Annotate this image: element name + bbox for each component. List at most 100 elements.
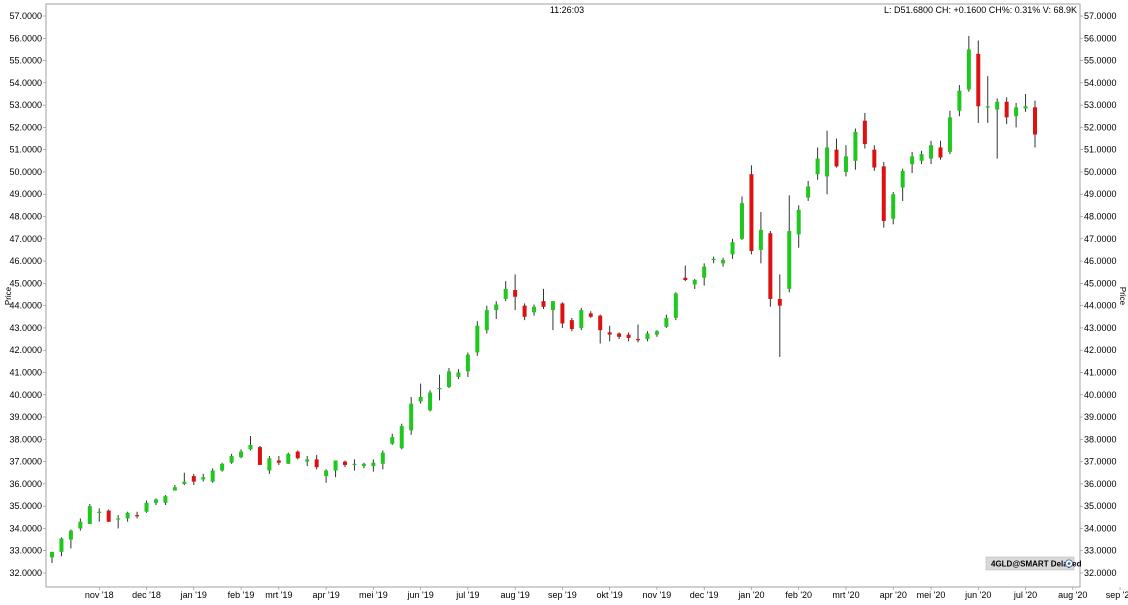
candle-body-up <box>1023 106 1028 109</box>
candle-body-up <box>361 463 366 467</box>
candle-body-up <box>380 452 385 464</box>
x-tick-label: apr '20 <box>880 590 907 600</box>
x-tick-label: feb '20 <box>785 590 812 600</box>
candle <box>995 98 1000 159</box>
candle-body-up <box>730 242 735 255</box>
header-quote: L: D51.6800 CH: +0.1600 CH%: 0.31% V: 68… <box>884 5 1077 15</box>
left-tick-label: 48.0000 <box>9 212 42 222</box>
candle-body-up <box>78 521 83 529</box>
left-tick-label: 40.0000 <box>9 390 42 400</box>
candle-body-up <box>673 293 678 318</box>
candle <box>598 314 603 344</box>
candle-body-up <box>50 551 54 558</box>
candle <box>541 288 546 309</box>
candle-body-up <box>286 453 291 464</box>
candle-body-up <box>787 231 792 289</box>
candle-body-up <box>825 147 830 177</box>
candle-body-up <box>484 310 489 331</box>
x-tick-label: jul '20 <box>1013 590 1037 600</box>
right-tick-label: 52.0000 <box>1084 122 1117 132</box>
candle <box>343 460 348 468</box>
candle <box>399 423 404 450</box>
x-tick-label: sep '19 <box>548 590 577 600</box>
candle <box>59 537 64 557</box>
candle <box>201 473 206 482</box>
candle <box>87 503 92 524</box>
left-tick-label: 56.0000 <box>9 33 42 43</box>
candle-body-down <box>541 301 546 307</box>
candle <box>853 128 858 170</box>
candle-body-up <box>352 463 357 466</box>
candle-body-down <box>683 277 688 281</box>
candle-body-up <box>428 392 433 411</box>
candle-body-up <box>465 354 470 372</box>
right-tick-label: 50.0000 <box>1084 167 1117 177</box>
candle-body-up <box>267 458 272 471</box>
left-tick-label: 32.0000 <box>9 568 42 578</box>
candle <box>361 462 366 469</box>
candle <box>636 324 641 343</box>
right-tick-label: 48.0000 <box>1084 212 1117 222</box>
candle <box>465 352 470 377</box>
candle-body-up <box>163 496 168 503</box>
candle-body-down <box>626 334 631 338</box>
candle <box>758 212 763 264</box>
candle <box>191 473 196 485</box>
candle-body-down <box>749 174 754 252</box>
left-tick-label: 45.0000 <box>9 278 42 288</box>
candle <box>721 257 726 267</box>
candle-body-up <box>201 477 206 480</box>
candle-body-up <box>399 425 404 449</box>
candle-body-up <box>475 325 480 353</box>
candle <box>673 292 678 321</box>
candle <box>390 433 395 445</box>
candle-body-up <box>437 388 442 390</box>
candle-body-up <box>995 101 1000 110</box>
candle-body-up <box>125 512 130 519</box>
candle-body-down <box>834 149 839 167</box>
right-tick-label: 41.0000 <box>1084 367 1117 377</box>
candle-body-up <box>532 306 537 313</box>
left-tick-label: 52.0000 <box>9 122 42 132</box>
candle-body-down <box>588 313 593 317</box>
candle <box>172 484 177 491</box>
candle-body-up <box>721 259 726 264</box>
candle-body-up <box>806 186 811 198</box>
candle <box>891 192 896 225</box>
x-tick-label: feb '19 <box>228 590 255 600</box>
candle <box>50 551 54 563</box>
candle <box>881 161 886 228</box>
info-icon[interactable] <box>1065 559 1074 568</box>
candle <box>248 435 253 451</box>
candle-body-down <box>135 515 140 517</box>
x-tick-label: aug '19 <box>501 590 530 600</box>
candle <box>985 76 990 123</box>
candle-body-down <box>513 290 518 297</box>
right-tick-label: 35.0000 <box>1084 501 1117 511</box>
left-tick-label: 46.0000 <box>9 256 42 266</box>
x-tick-label: jun '19 <box>407 590 434 600</box>
candle-body-up <box>371 462 376 467</box>
candle <box>947 110 952 155</box>
candle <box>68 529 73 549</box>
x-tick-label: mei '20 <box>917 590 946 600</box>
candle <box>683 265 688 282</box>
candle-body-down <box>607 332 612 335</box>
left-tick-label: 38.0000 <box>9 434 42 444</box>
candle-body-up <box>957 90 962 111</box>
candle <box>777 274 782 357</box>
candle-body-down <box>617 333 622 337</box>
candle <box>617 332 622 340</box>
candle <box>257 446 262 465</box>
x-tick-label: okt '19 <box>597 590 623 600</box>
candle <box>664 314 669 328</box>
candle <box>1004 97 1009 125</box>
candle <box>494 301 499 320</box>
candle-body-down <box>569 320 574 330</box>
candle-body-down <box>560 303 565 324</box>
candle-body-up <box>796 209 801 235</box>
left-tick-label: 53.0000 <box>9 100 42 110</box>
candle-body-down <box>343 461 348 465</box>
candle <box>380 450 385 470</box>
